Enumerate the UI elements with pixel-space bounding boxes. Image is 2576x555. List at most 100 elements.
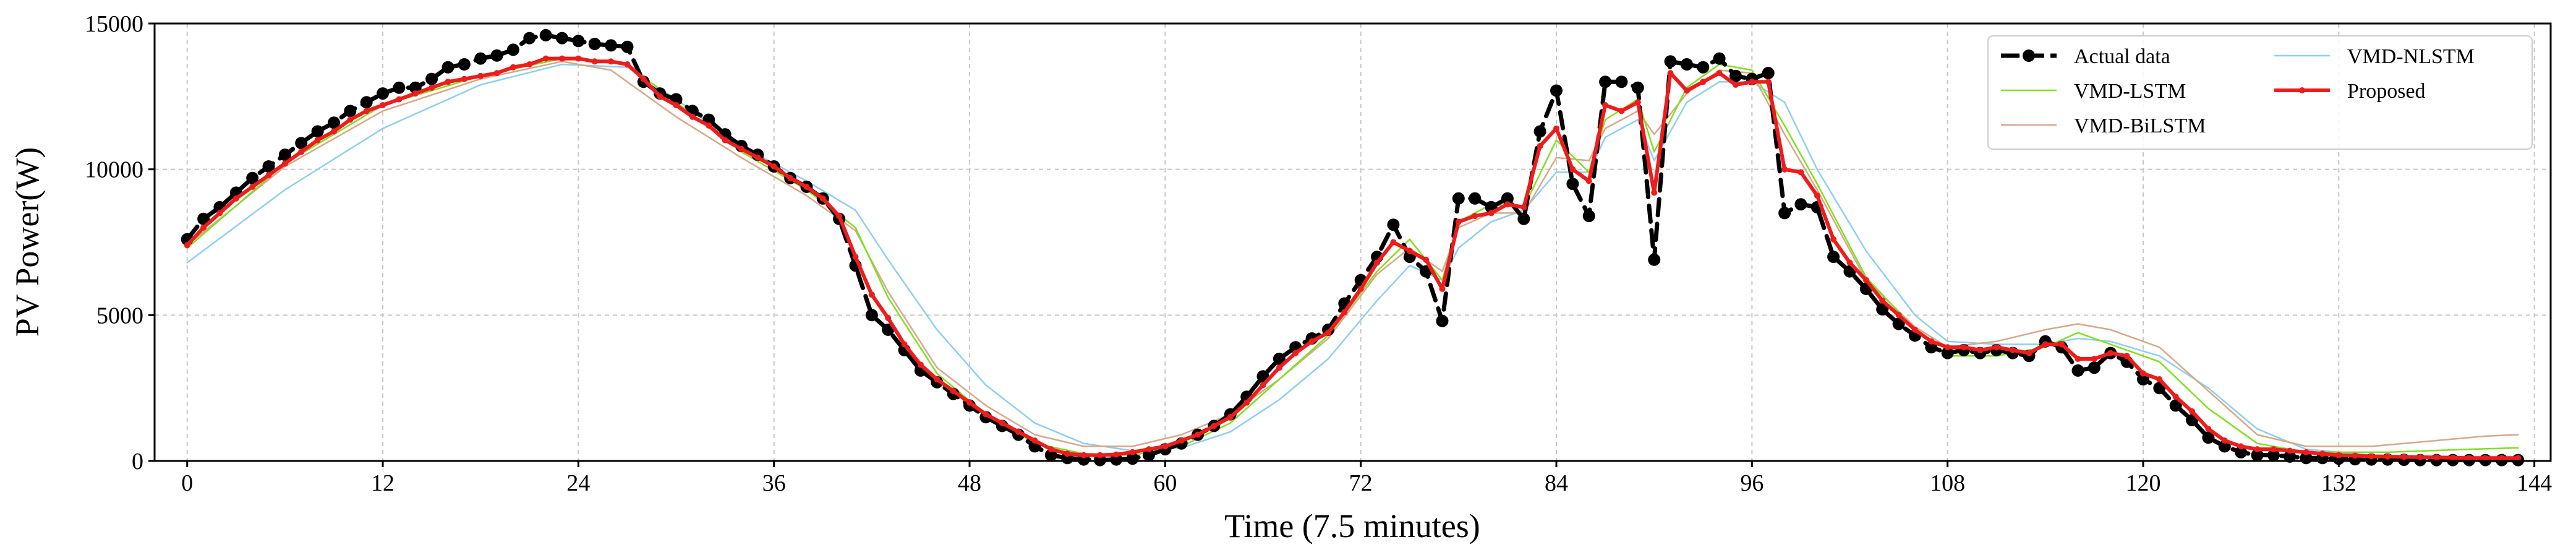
legend-entry-vmd-lstm: VMD-LSTM <box>2001 80 2186 103</box>
data-point-actual-data <box>1713 52 1726 65</box>
data-point-proposed <box>803 183 810 190</box>
data-point-actual-data <box>2088 361 2100 374</box>
data-point-proposed <box>1733 82 1739 88</box>
data-point-proposed <box>429 84 435 91</box>
data-point-actual-data <box>1582 210 1595 223</box>
data-point-actual-data <box>328 116 340 129</box>
data-point-actual-data <box>1680 58 1693 71</box>
data-point-proposed <box>2238 443 2245 450</box>
data-point-proposed <box>2254 446 2261 453</box>
y-tick-label: 10000 <box>85 157 143 183</box>
data-point-actual-data <box>246 171 259 184</box>
data-point-proposed <box>1047 446 1054 453</box>
data-point-proposed <box>445 79 451 85</box>
data-point-proposed <box>689 113 696 120</box>
data-point-actual-data <box>1452 192 1465 205</box>
data-point-proposed <box>1374 259 1380 266</box>
data-point-actual-data <box>882 323 895 336</box>
data-point-actual-data <box>1648 253 1661 266</box>
data-point-proposed <box>1651 189 1658 196</box>
data-point-actual-data <box>1533 125 1546 138</box>
data-point-proposed <box>836 213 843 220</box>
data-point-proposed <box>2140 370 2146 377</box>
data-point-proposed <box>1700 79 1707 85</box>
x-tick-label: 120 <box>2125 470 2160 496</box>
data-point-actual-data <box>1631 81 1644 94</box>
data-point-proposed <box>249 183 256 190</box>
data-point-proposed <box>331 128 337 135</box>
data-point-proposed <box>2515 455 2522 462</box>
data-point-proposed <box>1390 239 1397 246</box>
legend-entry-vmd-bilstm: VMD-BiLSTM <box>2001 114 2206 137</box>
data-point-proposed <box>1961 344 1967 351</box>
data-point-proposed <box>2172 394 2179 400</box>
data-point-proposed <box>363 108 370 114</box>
series-proposed <box>184 55 2522 462</box>
data-point-proposed <box>1080 452 1087 458</box>
data-point-actual-data <box>2251 449 2264 462</box>
data-point-proposed <box>298 148 305 155</box>
data-point-proposed <box>1814 192 1820 199</box>
data-point-proposed <box>2189 408 2196 415</box>
data-point-actual-data <box>1599 75 1612 88</box>
legend: Actual data VMD-LSTM VMD-BiLSTM VMD-NLSTM Pr… <box>1987 35 2533 150</box>
data-point-proposed <box>1667 70 1674 77</box>
data-point-proposed <box>2303 449 2309 455</box>
data-point-proposed <box>917 361 924 368</box>
data-point-proposed <box>1537 143 1543 149</box>
data-point-proposed <box>477 72 484 79</box>
data-point-proposed <box>999 419 1005 426</box>
data-point-proposed <box>1585 178 1592 184</box>
data-point-proposed <box>1504 201 1511 208</box>
data-point-actual-data <box>1436 314 1449 327</box>
data-point-proposed <box>1602 102 1609 108</box>
data-point-proposed <box>2384 453 2391 460</box>
series-layer <box>181 28 2525 467</box>
legend-label: VMD-NLSTM <box>2347 45 2475 68</box>
data-point-proposed <box>770 163 777 170</box>
x-tick-label: 48 <box>958 470 981 496</box>
x-tick-label: 36 <box>762 470 786 496</box>
data-point-actual-data <box>197 212 210 225</box>
legend-entry-proposed: Proposed <box>2274 80 2426 103</box>
legend-box <box>1987 35 2533 150</box>
data-point-actual-data <box>588 38 601 50</box>
legend-marker <box>2299 87 2305 93</box>
x-tick-label: 72 <box>1349 470 1373 496</box>
data-point-proposed <box>1357 285 1364 292</box>
data-point-proposed <box>1862 277 1869 283</box>
data-point-actual-data <box>2202 431 2215 444</box>
data-point-proposed <box>2156 376 2163 382</box>
data-point-actual-data <box>1941 346 1954 359</box>
data-point-actual-data <box>1778 207 1791 220</box>
x-tick-label: 132 <box>2321 470 2356 496</box>
data-point-proposed <box>950 387 957 394</box>
x-tick-label: 108 <box>1930 470 1965 496</box>
data-point-proposed <box>200 224 207 231</box>
data-point-proposed <box>1031 437 1038 444</box>
data-point-proposed <box>2449 454 2456 461</box>
data-point-proposed <box>1146 446 1152 453</box>
data-point-actual-data <box>1762 67 1775 80</box>
data-point-actual-data <box>425 72 438 85</box>
plot-frame <box>153 22 2552 462</box>
data-point-proposed <box>706 123 712 129</box>
data-point-actual-data <box>1827 251 1840 264</box>
data-point-proposed <box>1178 437 1185 444</box>
data-point-actual-data <box>1550 84 1563 97</box>
data-point-proposed <box>2026 350 2032 356</box>
data-point-proposed <box>966 399 973 406</box>
data-point-proposed <box>640 75 647 82</box>
data-point-proposed <box>314 137 321 144</box>
legend-label: VMD-LSTM <box>2074 80 2186 103</box>
data-point-proposed <box>1944 344 1951 351</box>
x-tick-label: 96 <box>1740 470 1764 496</box>
data-point-proposed <box>1911 326 1918 333</box>
data-point-proposed <box>2205 426 2212 432</box>
series-vmd-nlstm <box>186 63 2519 461</box>
data-point-actual-data <box>1501 192 1514 205</box>
data-point-proposed <box>2270 446 2277 453</box>
legend-label: Actual data <box>2074 45 2170 68</box>
data-point-proposed <box>396 96 403 103</box>
data-point-proposed <box>819 195 826 202</box>
